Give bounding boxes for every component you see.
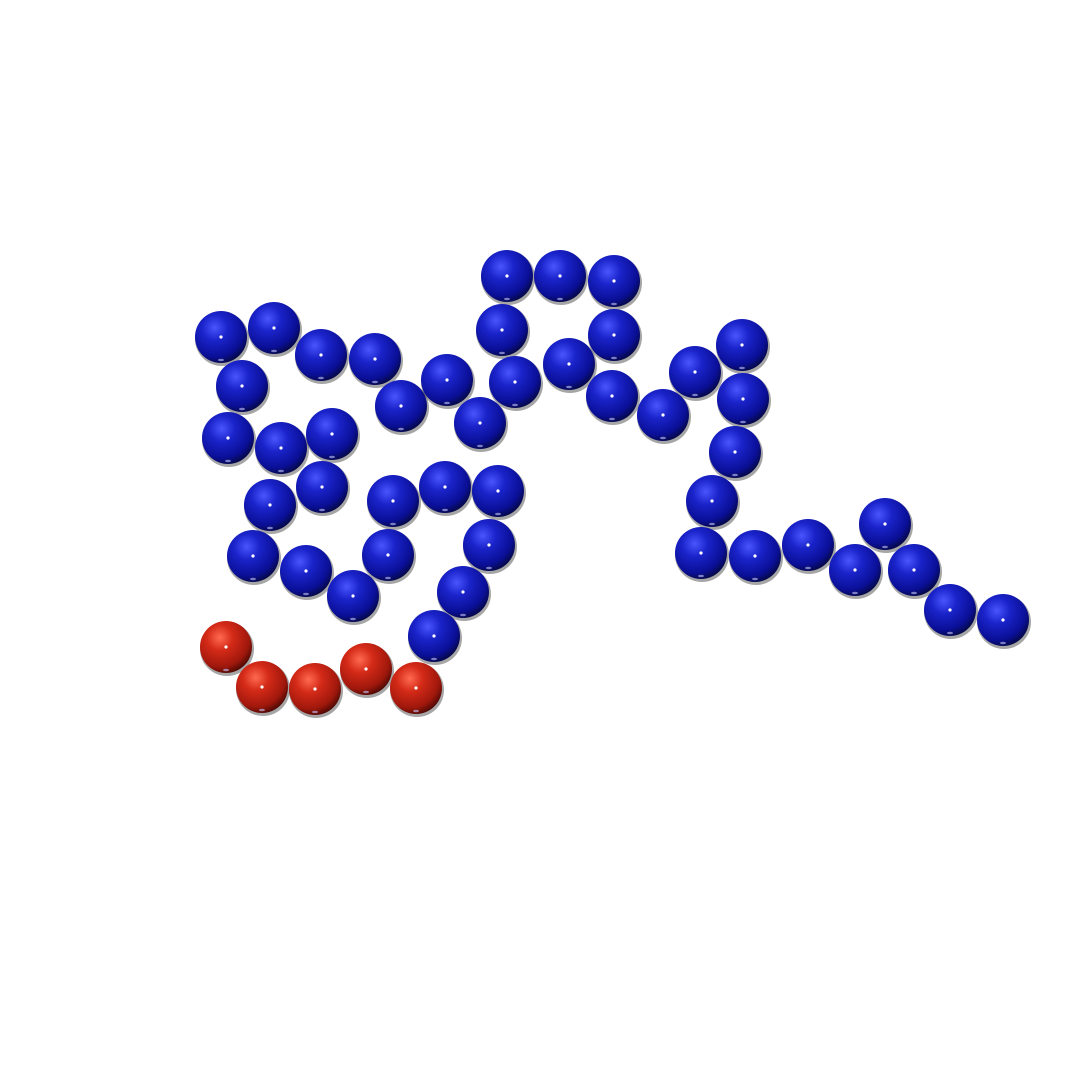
blue-bead [362,529,416,584]
blue-bead [202,412,256,467]
blue-bead [248,302,302,357]
blue-bead [419,461,473,516]
blue-bead [244,479,298,534]
blue-bead [255,422,309,477]
blue-bead [463,519,517,574]
blue-bead [421,354,475,409]
blue-bead [481,250,535,305]
blue-bead [888,544,942,599]
blue-bead [716,319,770,374]
blue-bead [454,397,508,452]
red-bead [340,643,394,698]
red-bead [390,662,444,717]
blue-bead [782,519,836,574]
bead-group [195,250,1031,718]
blue-bead [437,566,491,621]
blue-bead [375,380,429,435]
blue-bead [327,570,381,625]
blue-bead [408,610,462,665]
blue-bead [195,311,249,366]
blue-bead [669,346,723,401]
blue-bead [543,338,597,393]
blue-bead [472,465,526,520]
blue-bead [534,250,588,305]
blue-bead [216,360,270,415]
blue-bead [637,389,691,444]
blue-bead [829,544,883,599]
blue-bead [476,304,530,359]
blue-bead [588,309,642,364]
blue-bead [588,255,642,310]
red-bead [289,663,343,718]
blue-bead [859,498,913,553]
blue-bead [367,475,421,530]
blue-bead [675,527,729,582]
blue-bead [586,370,640,425]
blue-bead [296,461,350,516]
blue-bead [717,373,771,428]
blue-bead [489,356,543,411]
blue-bead [977,594,1031,649]
blue-bead [686,475,740,530]
red-bead [200,621,254,676]
blue-bead [227,530,281,585]
red-bead [236,661,290,716]
blue-bead [295,329,349,384]
blue-bead [924,584,978,639]
blue-bead [709,426,763,481]
blue-bead [306,408,360,463]
blue-bead [280,545,334,600]
blue-bead [729,530,783,585]
blue-bead [349,333,403,388]
